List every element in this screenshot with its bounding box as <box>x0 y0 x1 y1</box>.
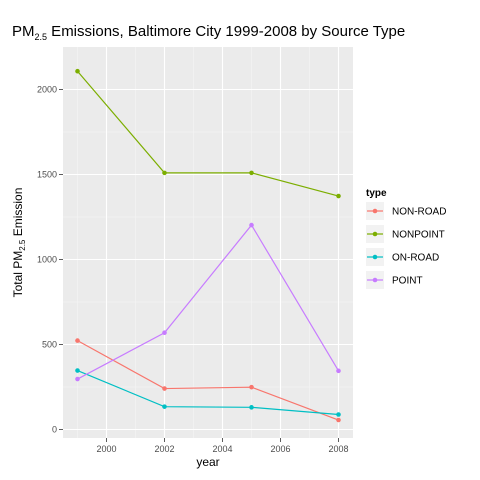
data-point-point <box>75 376 80 382</box>
series-line-nonpoint <box>77 70 339 197</box>
legend-item-on-road: ON-ROAD <box>366 248 439 266</box>
x-tick-label: 2000 <box>96 444 116 454</box>
data-point-non-road <box>162 386 167 391</box>
axes-layer: 2000 2002 2004 2006 2008 0 500 1000 1500 2000 <box>37 85 349 455</box>
legend-item-nonpoint: NONPOINT <box>366 225 445 243</box>
x-tick-label: 2002 <box>154 444 174 454</box>
data-point-point <box>336 368 341 374</box>
data-point-on-road <box>249 405 254 410</box>
legend-item-non-road: NON-ROAD <box>366 202 446 220</box>
x-tick-label: 2004 <box>212 444 232 454</box>
data-point-nonpoint <box>336 193 341 199</box>
legend-key-point <box>372 208 378 214</box>
x-axis-title: year <box>196 455 219 469</box>
series-line-on-road <box>77 369 339 416</box>
data-point-point <box>249 222 254 228</box>
x-tick-label: 2008 <box>328 444 348 454</box>
x-tick-label: 2006 <box>270 444 290 454</box>
legend-title: type <box>366 188 387 199</box>
data-point-on-road <box>162 404 167 409</box>
legend-key-point <box>372 277 378 283</box>
legend-label: POINT <box>392 276 423 287</box>
data-point-nonpoint <box>162 170 167 176</box>
y-tick-label: 0 <box>52 425 57 435</box>
data-point-nonpoint <box>75 68 80 74</box>
y-tick-label: 500 <box>42 340 57 350</box>
legend-item-point: POINT <box>366 271 423 289</box>
legend-label: ON-ROAD <box>392 253 439 264</box>
series-line-non-road <box>77 340 339 421</box>
data-point-nonpoint <box>249 170 254 176</box>
data-point-on-road <box>75 368 80 373</box>
legend: type NON-ROAD NONPOINT ON-ROAD POINT <box>366 188 446 289</box>
data-point-on-road <box>336 412 341 417</box>
minor-gridlines <box>63 47 353 438</box>
y-tick-label: 1000 <box>37 255 57 265</box>
data-point-non-road <box>249 384 254 390</box>
legend-key-point <box>372 231 378 237</box>
legend-label: NON-ROAD <box>392 207 446 218</box>
legend-label: NONPOINT <box>392 230 445 241</box>
data-point-point <box>162 330 167 336</box>
y-tick-label: 1500 <box>37 170 57 180</box>
series-line-point <box>77 224 340 380</box>
series-layer <box>75 68 341 423</box>
major-gridlines <box>63 47 353 438</box>
y-tick-label: 2000 <box>37 85 57 95</box>
data-point-non-road <box>75 338 80 343</box>
chart-title: PM2.5 Emissions, Baltimore City 1999-200… <box>12 23 405 42</box>
data-point-non-road <box>336 417 341 423</box>
plot-panel <box>63 47 353 438</box>
legend-key-point <box>372 254 378 260</box>
y-axis-title: Total PM2.5 Emission <box>11 188 27 298</box>
